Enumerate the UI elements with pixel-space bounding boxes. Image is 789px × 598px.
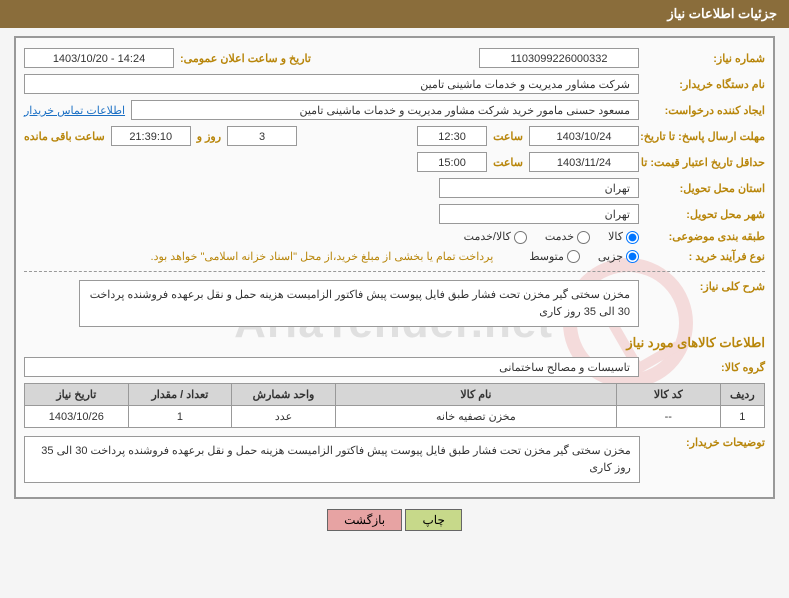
delivery-province-label: استان محل تحویل:	[645, 182, 765, 195]
process-label: نوع فرآیند خرید :	[645, 250, 765, 263]
table-cell: 1	[720, 406, 764, 428]
price-validity-label: حداقل تاریخ اعتبار قیمت: تا تاریخ:	[645, 156, 765, 169]
goods-section-title: اطلاعات کالاهای مورد نیاز	[24, 335, 765, 351]
countdown: 21:39:10	[111, 126, 191, 146]
buyer-notes-label: توضیحات خریدار:	[646, 436, 765, 449]
delivery-city-label: شهر محل تحویل:	[645, 208, 765, 221]
payment-note: پرداخت تمام یا بخشی از مبلغ خرید،از محل …	[151, 250, 494, 263]
table-cell: 1403/10/26	[25, 406, 129, 428]
announce-dt-label: تاریخ و ساعت اعلان عمومی:	[180, 52, 311, 65]
buyer-org-value: شرکت مشاور مدیریت و خدمات ماشینی تامین	[24, 74, 639, 94]
print-button[interactable]: چاپ	[405, 509, 461, 531]
requester-label: ایجاد کننده درخواست:	[645, 104, 765, 117]
table-cell: عدد	[232, 406, 336, 428]
price-date: 1403/11/24	[529, 152, 639, 172]
need-no-label: شماره نیاز:	[645, 52, 765, 65]
goods-table: ردیفکد کالانام کالاواحد شمارشتعداد / مقد…	[24, 383, 765, 428]
table-header: واحد شمارش	[232, 384, 336, 406]
need-no-value: 1103099226000332	[479, 48, 639, 68]
cat-service-radio[interactable]	[577, 231, 590, 244]
main-panel: AriaTender.net شماره نیاز: 1103099226000…	[14, 36, 775, 499]
table-header: ردیف	[720, 384, 764, 406]
delivery-province: تهران	[439, 178, 639, 198]
button-row: چاپ بازگشت	[0, 509, 789, 531]
cat-service-option[interactable]: خدمت	[545, 230, 590, 244]
requester-value: مسعود حسنی مامور خرید شرکت مشاور مدیریت …	[131, 100, 639, 120]
table-header: تعداد / مقدار	[128, 384, 232, 406]
announce-dt-value: 14:24 - 1403/10/20	[24, 48, 174, 68]
category-label: طبقه بندی موضوعی:	[645, 230, 765, 243]
general-desc-label: شرح کلی نیاز:	[645, 280, 765, 293]
remain-label: ساعت باقی مانده	[24, 130, 105, 143]
buyer-org-label: نام دستگاه خریدار:	[645, 78, 765, 91]
general-desc-box: مخزن سختی گیر مخزن تحت فشار طبق فایل پیو…	[79, 280, 639, 327]
page-title: جزئیات اطلاعات نیاز	[667, 6, 777, 21]
table-header: تاریخ نیاز	[25, 384, 129, 406]
page-header: جزئیات اطلاعات نیاز	[0, 0, 789, 28]
table-header: کد کالا	[617, 384, 721, 406]
goods-group-value: تاسیسات و مصالح ساختمانی	[24, 357, 639, 377]
back-button[interactable]: بازگشت	[327, 509, 402, 531]
resp-date: 1403/10/24	[529, 126, 639, 146]
days-remaining: 3	[227, 126, 297, 146]
buyer-contact-link[interactable]: اطلاعات تماس خریدار	[24, 104, 125, 117]
table-cell: مخزن تصفیه خانه	[335, 406, 616, 428]
time-label-1: ساعت	[493, 130, 523, 143]
proc-minor-option[interactable]: جزیی	[598, 250, 639, 264]
goods-group-label: گروه کالا:	[645, 361, 765, 374]
cat-goods-service-option[interactable]: کالا/خدمت	[464, 230, 527, 244]
resp-deadline-label: مهلت ارسال پاسخ: تا تاریخ:	[645, 130, 765, 143]
cat-goods-option[interactable]: کالا	[608, 230, 639, 244]
table-cell: --	[617, 406, 721, 428]
proc-medium-option[interactable]: متوسط	[529, 250, 580, 264]
buyer-notes-box: مخزن سختی گیر مخزن تحت فشار طبق فایل پیو…	[24, 436, 640, 483]
time-label-2: ساعت	[493, 156, 523, 169]
table-header: نام کالا	[335, 384, 616, 406]
separator	[24, 271, 765, 272]
proc-minor-radio[interactable]	[626, 250, 639, 263]
proc-medium-radio[interactable]	[567, 250, 580, 263]
table-cell: 1	[128, 406, 232, 428]
days-and-label: روز و	[197, 130, 221, 143]
cat-goods-radio[interactable]	[626, 231, 639, 244]
price-time: 15:00	[417, 152, 487, 172]
table-row: 1--مخزن تصفیه خانهعدد11403/10/26	[25, 406, 765, 428]
delivery-city: تهران	[439, 204, 639, 224]
resp-time: 12:30	[417, 126, 487, 146]
cat-gs-radio[interactable]	[514, 231, 527, 244]
